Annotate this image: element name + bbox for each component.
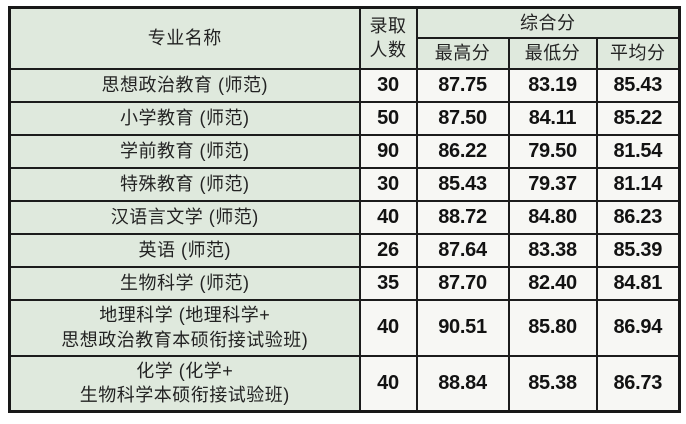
min-score-cell: 82.40 <box>507 265 598 301</box>
major-name-cell: 特殊教育 (师范) <box>8 166 361 202</box>
major-name-cell: 小学教育 (师范) <box>8 100 361 136</box>
max-score-cell: 85.43 <box>415 166 510 202</box>
min-score-cell: 85.38 <box>507 354 598 413</box>
header-max-score: 最高分 <box>415 36 510 70</box>
min-score-cell: 79.37 <box>507 166 598 202</box>
table-row: 化学 (化学+ 生物科学本硕衔接试验班) 40 88.84 85.38 86.7… <box>8 354 681 413</box>
major-name-cell: 生物科学 (师范) <box>8 265 361 301</box>
table-row: 地理科学 (地理科学+ 思想政治教育本硕衔接试验班) 40 90.51 85.8… <box>8 298 681 357</box>
max-score-cell: 87.75 <box>415 67 510 103</box>
max-score-cell: 87.70 <box>415 265 510 301</box>
table-row: 思想政治教育 (师范) 30 87.75 83.19 85.43 <box>8 67 681 103</box>
table-row: 汉语言文学 (师范) 40 88.72 84.80 86.23 <box>8 199 681 235</box>
avg-score-cell: 85.43 <box>595 67 681 103</box>
max-score-cell: 87.50 <box>415 100 510 136</box>
avg-score-cell: 86.94 <box>595 298 681 357</box>
admission-score-table: 专业名称 录取 人数 综合分 最高分 最低分 平均分 思想政治教育 (师范) 3… <box>8 6 682 413</box>
avg-score-cell: 81.14 <box>595 166 681 202</box>
admitted-count-cell: 40 <box>358 298 418 357</box>
table-row: 英语 (师范) 26 87.64 83.38 85.39 <box>8 232 681 268</box>
admitted-count-cell: 40 <box>358 354 418 413</box>
header-min-score: 最低分 <box>507 36 598 70</box>
avg-score-cell: 85.39 <box>595 232 681 268</box>
table-row: 学前教育 (师范) 90 86.22 79.50 81.54 <box>8 133 681 169</box>
admitted-count-cell: 50 <box>358 100 418 136</box>
admitted-count-cell: 35 <box>358 265 418 301</box>
min-score-cell: 84.11 <box>507 100 598 136</box>
min-score-cell: 83.19 <box>507 67 598 103</box>
major-name-cell: 英语 (师范) <box>8 232 361 268</box>
admitted-count-cell: 40 <box>358 199 418 235</box>
header-admitted-count: 录取 人数 <box>358 6 418 70</box>
admitted-count-cell: 30 <box>358 166 418 202</box>
min-score-cell: 79.50 <box>507 133 598 169</box>
avg-score-cell: 85.22 <box>595 100 681 136</box>
avg-score-cell: 86.23 <box>595 199 681 235</box>
avg-score-cell: 86.73 <box>595 354 681 413</box>
major-name-cell: 学前教育 (师范) <box>8 133 361 169</box>
avg-score-cell: 84.81 <box>595 265 681 301</box>
header-major-name: 专业名称 <box>8 6 361 70</box>
max-score-cell: 86.22 <box>415 133 510 169</box>
table-row: 生物科学 (师范) 35 87.70 82.40 84.81 <box>8 265 681 301</box>
major-name-cell: 地理科学 (地理科学+ 思想政治教育本硕衔接试验班) <box>8 298 361 357</box>
admitted-count-cell: 30 <box>358 67 418 103</box>
min-score-cell: 84.80 <box>507 199 598 235</box>
header-avg-score: 平均分 <box>595 36 681 70</box>
max-score-cell: 87.64 <box>415 232 510 268</box>
min-score-cell: 85.80 <box>507 298 598 357</box>
major-name-cell: 化学 (化学+ 生物科学本硕衔接试验班) <box>8 354 361 413</box>
table-row: 小学教育 (师范) 50 87.50 84.11 85.22 <box>8 100 681 136</box>
max-score-cell: 90.51 <box>415 298 510 357</box>
major-name-cell: 思想政治教育 (师范) <box>8 67 361 103</box>
admitted-count-cell: 26 <box>358 232 418 268</box>
major-name-cell: 汉语言文学 (师范) <box>8 199 361 235</box>
max-score-cell: 88.84 <box>415 354 510 413</box>
min-score-cell: 83.38 <box>507 232 598 268</box>
admitted-count-cell: 90 <box>358 133 418 169</box>
table-row: 特殊教育 (师范) 30 85.43 79.37 81.14 <box>8 166 681 202</box>
avg-score-cell: 81.54 <box>595 133 681 169</box>
header-composite-score-group: 综合分 <box>415 6 681 39</box>
max-score-cell: 88.72 <box>415 199 510 235</box>
